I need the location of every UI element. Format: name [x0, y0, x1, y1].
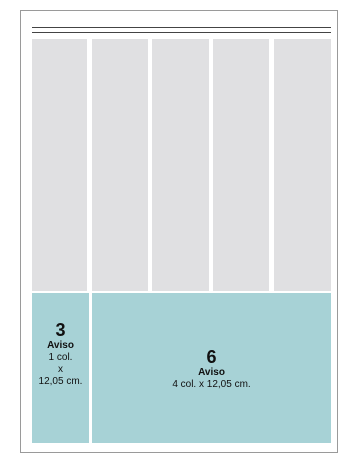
- ad-3-label: Aviso: [47, 340, 74, 351]
- ad-6-number: 6: [206, 347, 217, 367]
- ad-6-label: Aviso: [198, 367, 225, 378]
- newspaper-page: 3 Aviso 1 col. x 12,05 cm. 6 Aviso 4 col…: [20, 10, 338, 453]
- page-column-1: [32, 39, 87, 291]
- header-rule-top: [32, 27, 331, 28]
- ad-3-detail-line-1: 1 col.: [48, 352, 73, 363]
- ad-6-text: 6 Aviso 4 col. x 12,05 cm.: [92, 347, 331, 391]
- page-column-3: [152, 39, 209, 291]
- ad-3-block: 3 Aviso 1 col. x 12,05 cm.: [32, 293, 89, 443]
- page-column-5: [274, 39, 331, 291]
- ad-6-block: 6 Aviso 4 col. x 12,05 cm.: [92, 293, 331, 443]
- ad-3-text: 3 Aviso 1 col. x 12,05 cm.: [32, 320, 89, 388]
- page-column-2: [92, 39, 148, 291]
- ad-3-detail-line-2: x: [58, 364, 63, 375]
- header-rule-bottom: [32, 32, 331, 33]
- ad-3-detail-line-3: 12,05 cm.: [38, 376, 83, 387]
- page-column-4: [213, 39, 269, 291]
- ad-6-detail: 4 col. x 12,05 cm.: [172, 379, 251, 390]
- ad-3-number: 3: [55, 320, 66, 340]
